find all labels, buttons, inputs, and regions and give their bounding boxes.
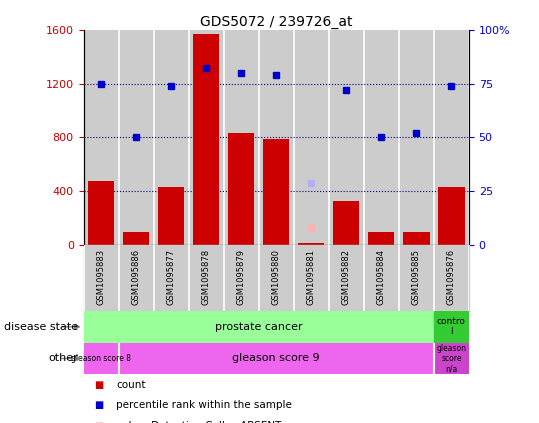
Bar	[154, 30, 189, 245]
Bar	[364, 30, 399, 245]
Title: GDS5072 / 239726_at: GDS5072 / 239726_at	[200, 14, 353, 29]
Bar	[434, 343, 469, 374]
Text: other: other	[49, 354, 78, 363]
Text: GSM1095884: GSM1095884	[377, 249, 386, 305]
Text: GSM1095882: GSM1095882	[342, 249, 351, 305]
Text: count: count	[116, 380, 146, 390]
Text: GSM1095886: GSM1095886	[132, 249, 141, 305]
Text: GSM1095877: GSM1095877	[167, 249, 176, 305]
Bar	[158, 187, 184, 245]
Text: percentile rank within the sample: percentile rank within the sample	[116, 400, 292, 410]
Bar	[333, 201, 360, 245]
Bar	[189, 30, 224, 245]
Bar	[399, 30, 434, 245]
Bar	[438, 187, 465, 245]
Bar	[263, 139, 289, 245]
Bar	[228, 133, 254, 245]
Bar	[298, 243, 324, 245]
Text: disease state: disease state	[4, 322, 78, 332]
Bar	[119, 343, 434, 374]
Text: GSM1095885: GSM1095885	[412, 249, 421, 305]
Text: gleason score 8: gleason score 8	[71, 354, 131, 363]
Bar	[259, 30, 294, 245]
Text: GSM1095879: GSM1095879	[237, 249, 246, 305]
Bar	[123, 232, 149, 245]
Text: GSM1095878: GSM1095878	[202, 249, 211, 305]
Bar	[84, 30, 119, 245]
Text: gleason
score
n/a: gleason score n/a	[437, 343, 466, 374]
Bar	[403, 232, 430, 245]
Text: GSM1095883: GSM1095883	[96, 249, 106, 305]
Bar	[434, 30, 469, 245]
Text: prostate cancer: prostate cancer	[215, 322, 302, 332]
Bar	[434, 311, 469, 343]
Text: GSM1095881: GSM1095881	[307, 249, 316, 305]
Bar	[368, 232, 395, 245]
Bar	[193, 34, 219, 245]
Bar	[84, 343, 119, 374]
Text: gleason score 9: gleason score 9	[232, 354, 320, 363]
Bar	[88, 181, 114, 245]
Bar	[329, 30, 364, 245]
Bar	[294, 30, 329, 245]
Text: GSM1095876: GSM1095876	[447, 249, 456, 305]
Text: ■: ■	[94, 380, 103, 390]
Text: contro
l: contro l	[437, 317, 466, 336]
Text: GSM1095880: GSM1095880	[272, 249, 281, 305]
Text: value, Detection Call = ABSENT: value, Detection Call = ABSENT	[116, 420, 281, 423]
Bar	[119, 30, 154, 245]
Bar	[224, 30, 259, 245]
Text: ■: ■	[94, 420, 103, 423]
Text: ■: ■	[94, 400, 103, 410]
